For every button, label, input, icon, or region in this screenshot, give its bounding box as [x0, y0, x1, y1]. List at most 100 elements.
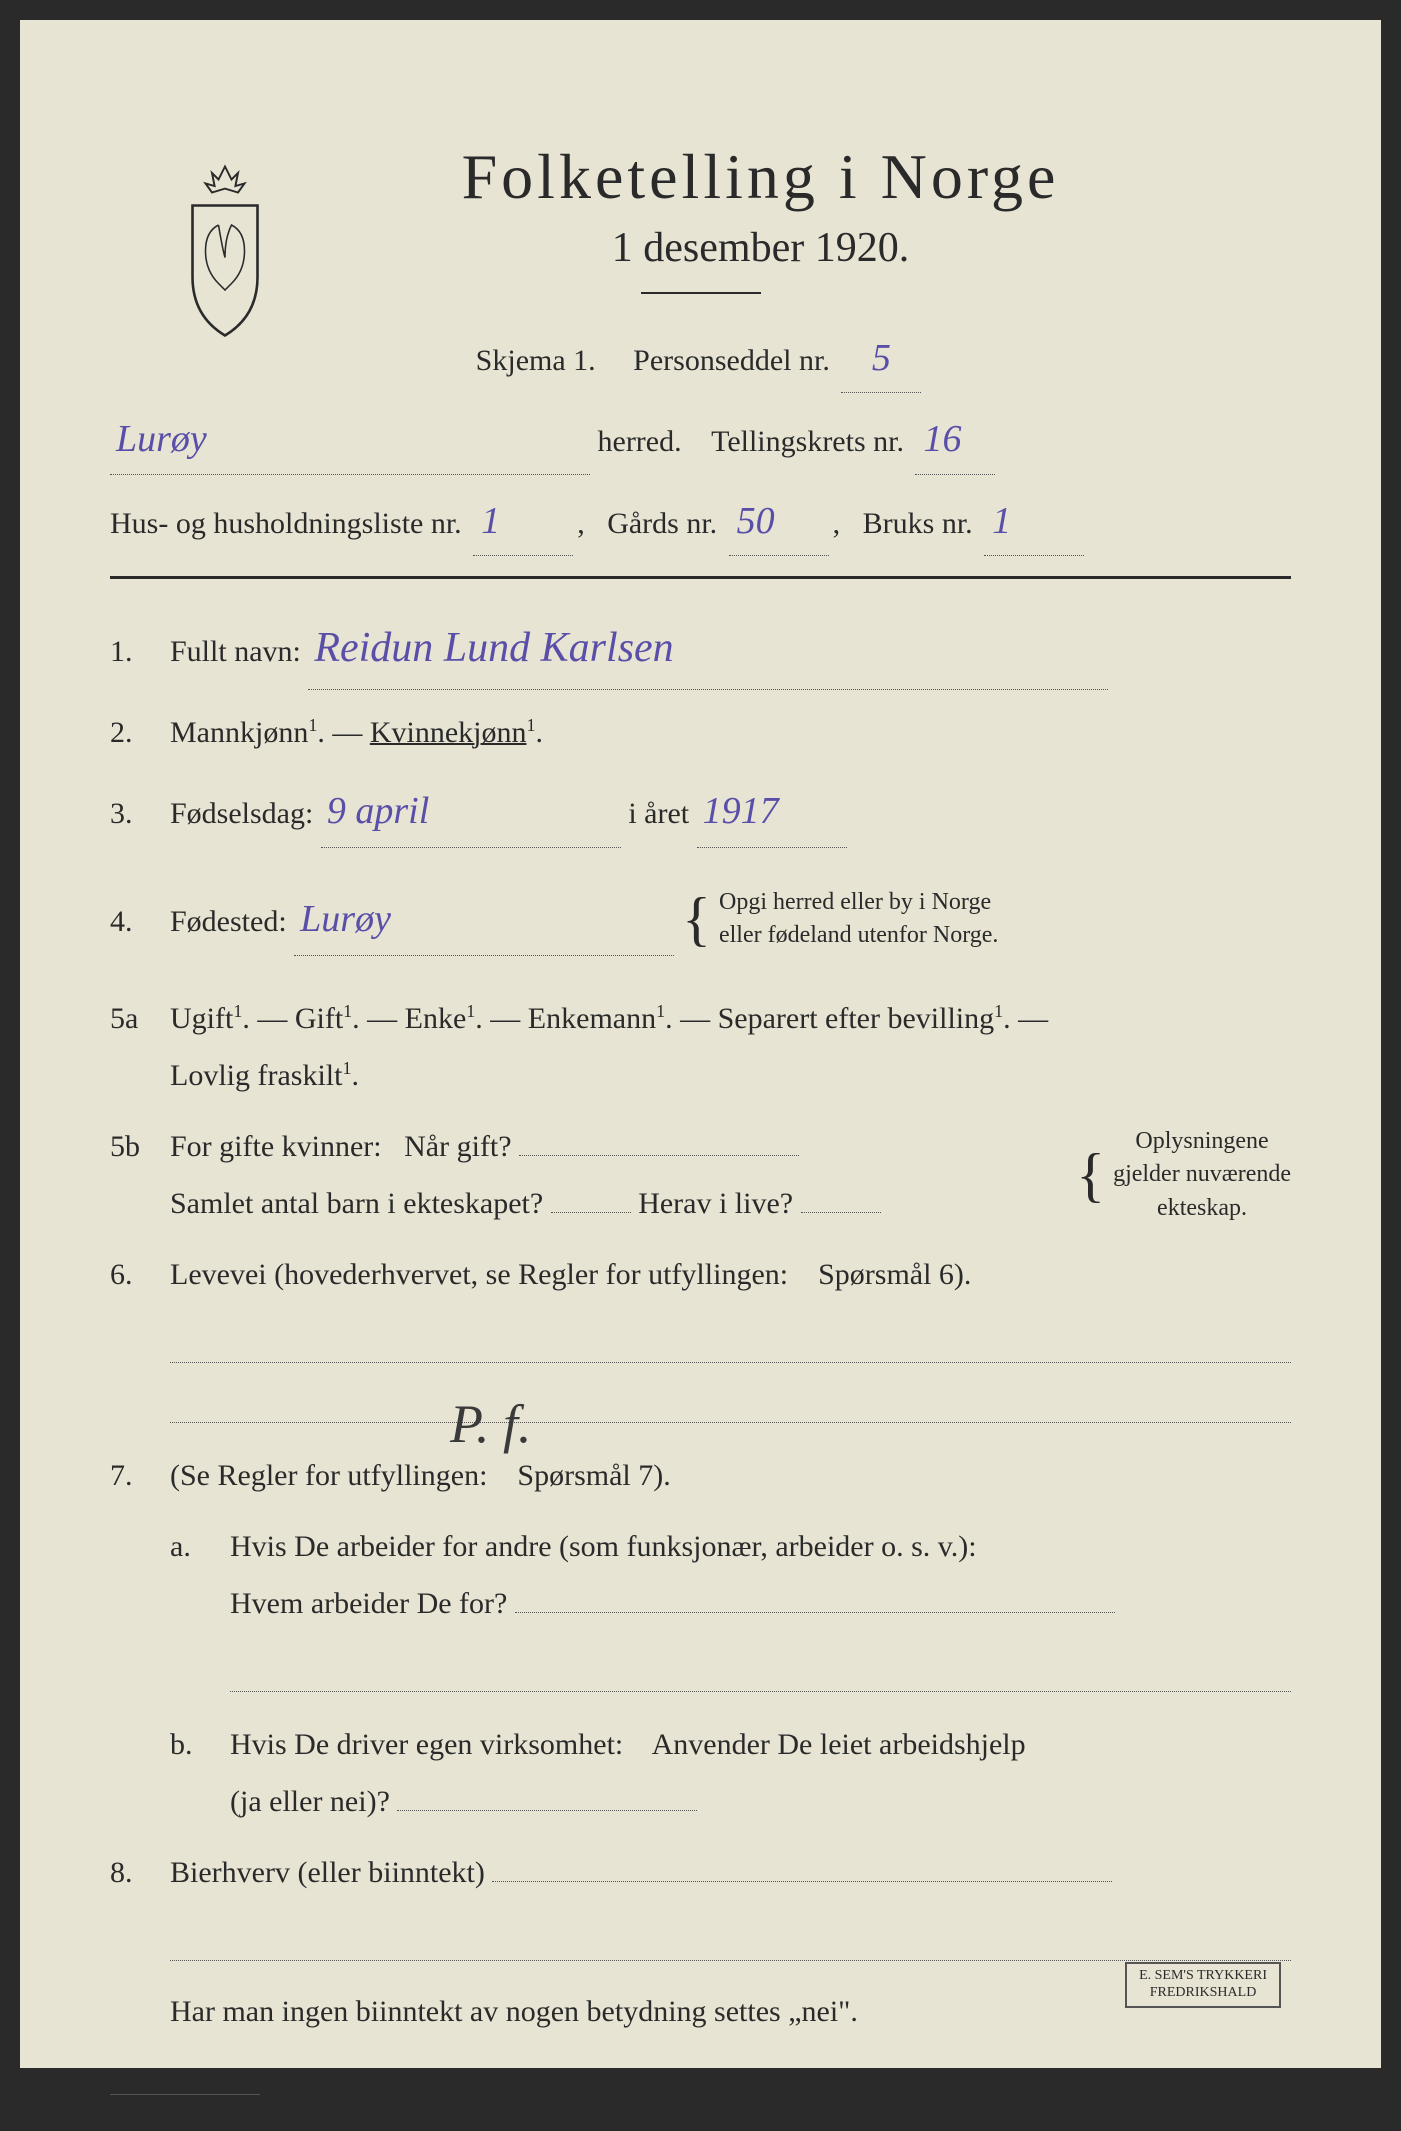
q6-line1 [170, 1313, 1291, 1363]
q5b-note2: gjelder nuværende [1113, 1158, 1291, 1192]
census-form-page: Folketelling i Norge 1 desember 1920. Sk… [20, 20, 1381, 2068]
question-7: 7. (Se Regler for utfyllingen: Spørsmål … [110, 1447, 1291, 1504]
question-5b: 5b For gifte kvinner: Når gift? Samlet a… [110, 1118, 1291, 1232]
q3-num: 3. [110, 785, 170, 842]
brace-icon: { [1076, 1118, 1105, 1232]
question-3: 3. Fødselsdag: 9 april i året 1917 [110, 775, 1291, 848]
q5b-num: 5b [110, 1118, 170, 1175]
q5b-note: Oplysningene gjelder nuværende ekteskap. [1113, 1125, 1291, 1226]
title-divider [641, 292, 761, 294]
q3-day-value: 9 april [321, 775, 621, 848]
q4-label: Fødested: [170, 905, 287, 938]
q5a-gift: Gift [295, 1002, 343, 1035]
q7b-q2: (ja eller nei)? [230, 1785, 390, 1818]
q5a-enke: Enke [405, 1002, 467, 1035]
printer-stamp: E. SEM'S TRYKKERI FREDRIKSHALD [1125, 1962, 1281, 2008]
norwegian-coat-of-arms-icon [160, 160, 290, 340]
q8-value [492, 1881, 1112, 1882]
q7a-text: Hvis De arbeider for andre (som funksjon… [230, 1530, 977, 1563]
q7-label: (Se Regler for utfyllingen: [170, 1459, 487, 1492]
q4-note1: Opgi herred eller by i Norge [719, 886, 998, 920]
q1-value: Reidun Lund Karlsen [308, 609, 1108, 690]
q1-label: Fullt navn: [170, 635, 301, 668]
q2-kvinne: Kvinnekjønn [370, 716, 527, 749]
gards-value: 50 [729, 487, 829, 556]
document-header: Folketelling i Norge 1 desember 1920. [110, 140, 1291, 294]
q4-note: Opgi herred eller by i Norge eller fødel… [719, 886, 998, 953]
footnote-section: 1 Her kan svares ved tydelig understrekn… [110, 2079, 1291, 2131]
question-1: 1. Fullt navn: Reidun Lund Karlsen [110, 609, 1291, 690]
q7b-value [397, 1810, 697, 1811]
document-subtitle: 1 desember 1920. [230, 224, 1291, 272]
q5b-note3: ekteskap. [1113, 1192, 1291, 1226]
q2-mann: Mannkjønn [170, 716, 308, 749]
q4-num: 4. [110, 893, 170, 950]
personseddel-nr-value: 5 [841, 324, 921, 393]
q5a-num: 5a [110, 990, 170, 1047]
hushold-row: Hus- og husholdningsliste nr. 1, Gårds n… [110, 487, 1291, 556]
q7a-q: Hvem arbeider De for? [230, 1587, 507, 1620]
q5b-herav-value [801, 1212, 881, 1213]
bruks-value: 1 [984, 487, 1084, 556]
footer-note: Har man ingen biinntekt av nogen betydni… [170, 1985, 1291, 2039]
q7a-value [515, 1612, 1115, 1613]
question-2: 2. Mannkjønn1. — Kvinnekjønn1. [110, 704, 1291, 761]
herred-row: Lurøy herred. Tellingskrets nr. 16 [110, 405, 1291, 474]
question-7b: b. Hvis De driver egen virksomhet: Anven… [170, 1716, 1291, 1830]
q5a-ugift: Ugift [170, 1002, 233, 1035]
hushold-value: 1 [473, 487, 573, 556]
q5b-gifte-label: For gifte kvinner: [170, 1130, 382, 1163]
question-8: 8. Bierhverv (eller biinntekt) [110, 1844, 1291, 1971]
bruks-label: Bruks nr. [863, 507, 973, 540]
q7a-num: a. [170, 1518, 230, 1575]
skjema-label: Skjema 1. [476, 344, 596, 377]
brace-icon: { [682, 862, 711, 976]
herred-value: Lurøy [110, 405, 590, 474]
question-6: 6. Levevei (hovederhvervet, se Regler fo… [110, 1246, 1291, 1433]
q3-year-label: i året [628, 797, 689, 830]
q2-num: 2. [110, 704, 170, 761]
q4-note2: eller fødeland utenfor Norge. [719, 919, 998, 953]
crest-svg [160, 160, 290, 342]
q1-num: 1. [110, 623, 170, 680]
q5b-herav-label: Herav i live? [638, 1187, 793, 1220]
q3-label: Fødselsdag: [170, 797, 313, 830]
q7-sporsmal: Spørsmål 7). [517, 1459, 670, 1492]
footnote-divider [110, 2094, 260, 2095]
q4-value: Lurøy [294, 883, 674, 956]
question-7a: a. Hvis De arbeider for andre (som funks… [170, 1518, 1291, 1702]
q8-label: Bierhverv (eller biinntekt) [170, 1856, 485, 1889]
question-4: 4. Fødested: Lurøy { Opgi herred eller b… [110, 862, 1291, 976]
q7b-num: b. [170, 1716, 230, 1773]
tellingskrets-value: 16 [915, 405, 995, 474]
q5a-separert: Separert efter bevilling [718, 1002, 995, 1035]
footnote-num: 1 [110, 2105, 117, 2120]
q5b-note1: Oplysningene [1113, 1125, 1291, 1159]
q6-sporsmal: Spørsmål 6). [818, 1258, 971, 1291]
main-divider [110, 576, 1291, 579]
q6-num: 6. [110, 1246, 170, 1303]
gards-label: Gårds nr. [607, 507, 717, 540]
q8-line [170, 1911, 1291, 1961]
q7a-line [230, 1642, 1291, 1692]
tellingskrets-label: Tellingskrets nr. [711, 425, 904, 458]
q5b-barn-label: Samlet antal barn i ekteskapet? [170, 1187, 543, 1220]
document-title: Folketelling i Norge [230, 140, 1291, 214]
q7b-text: Hvis De driver egen virksomhet: [230, 1728, 623, 1761]
q5b-nar-value [519, 1155, 799, 1156]
q7-num: 7. [110, 1447, 170, 1504]
q6-value: P. f. [170, 1394, 532, 1454]
personseddel-label: Personseddel nr. [633, 344, 830, 377]
stamp-line2: FREDRIKSHALD [1139, 1985, 1267, 2002]
question-5a: 5a Ugift1. — Gift1. — Enke1. — Enkemann1… [110, 990, 1291, 1104]
herred-label: herred. [598, 425, 682, 458]
q5a-fraskilt: Lovlig fraskilt [170, 1059, 342, 1092]
hushold-label: Hus- og husholdningsliste nr. [110, 507, 462, 540]
q5a-enkemann: Enkemann [528, 1002, 656, 1035]
footnote-text: Her kan svares ved tydelig understreknin… [122, 2105, 688, 2130]
q3-year-value: 1917 [697, 775, 847, 848]
q5b-barn-value [551, 1212, 631, 1213]
q7b-q: Anvender De leiet arbeidshjelp [652, 1728, 1026, 1761]
q5b-nar-gift: Når gift? [404, 1130, 511, 1163]
q8-num: 8. [110, 1844, 170, 1901]
